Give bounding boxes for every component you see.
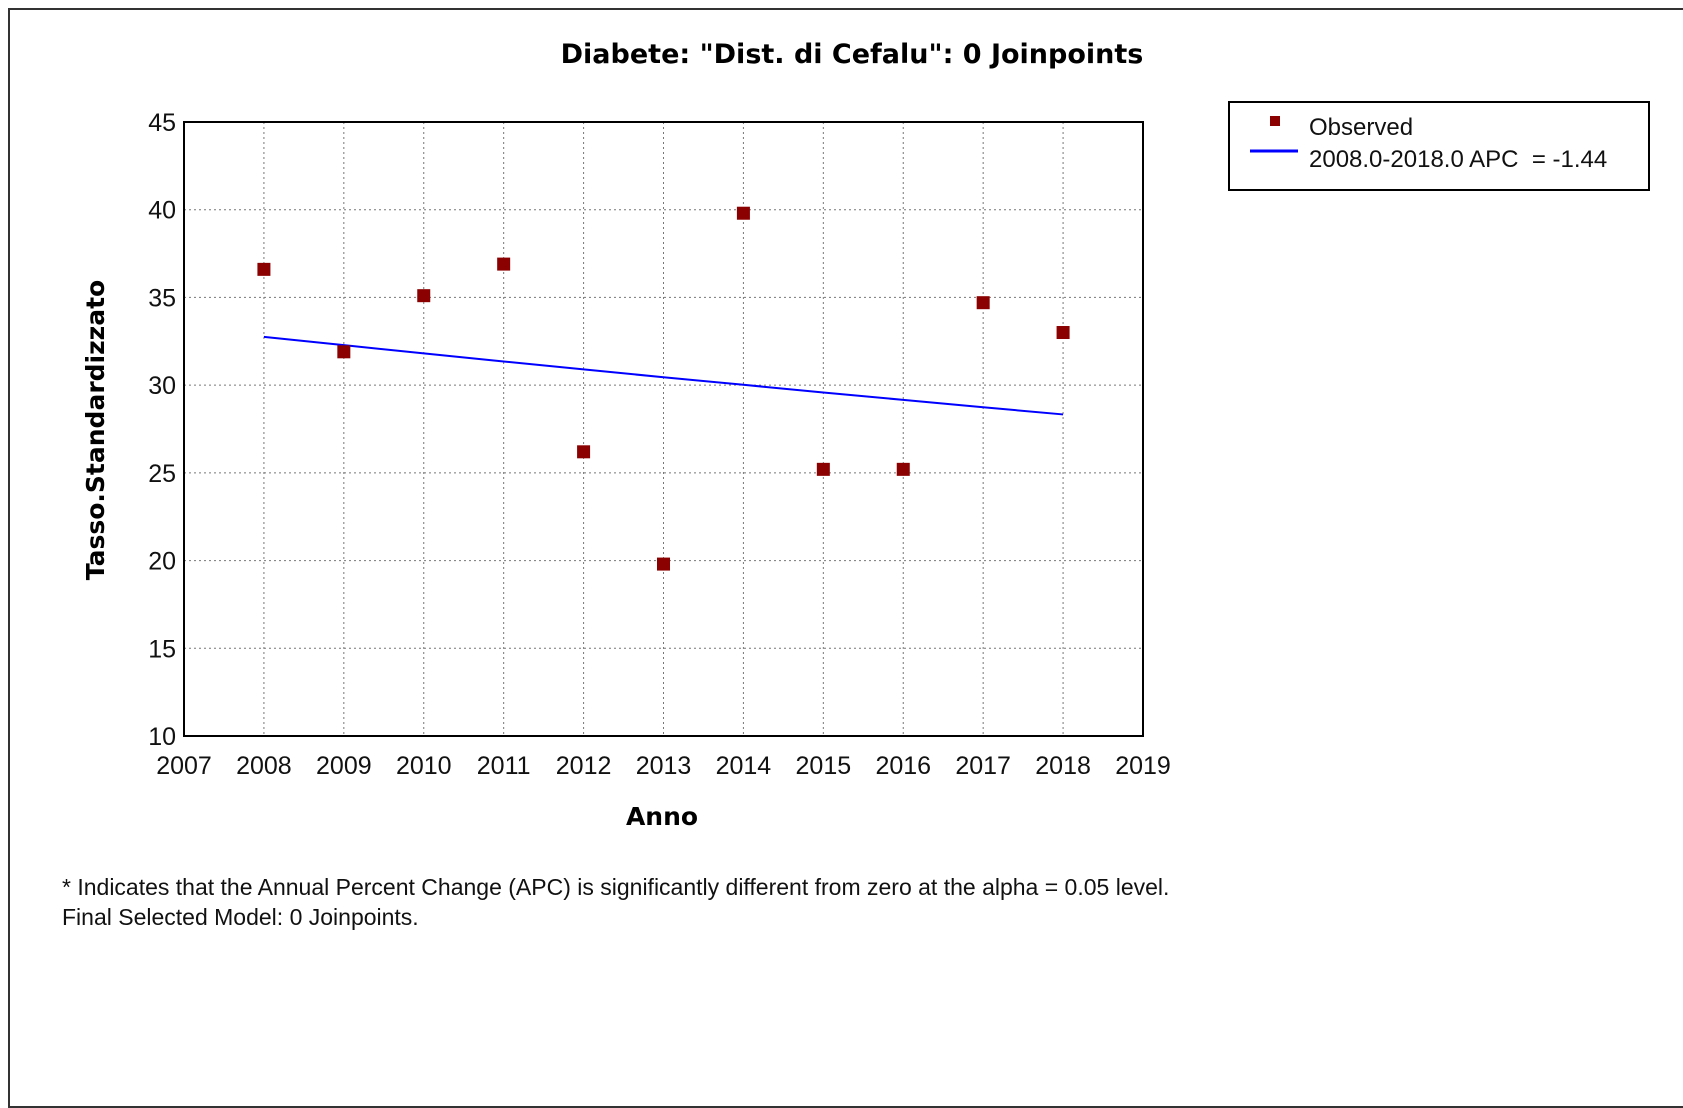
series-layer [257, 206, 1070, 571]
observed-point [976, 296, 990, 310]
y-axis-ticks: 10 15 20 25 30 35 40 45 [148, 109, 176, 751]
observed-point [896, 462, 910, 476]
x-axis-ticks: 2007 2008 2009 2010 2011 2012 2013 2014 2015 2016… [156, 752, 1171, 780]
legend-box [1228, 101, 1650, 191]
x-tick-label: 2015 [796, 752, 852, 780]
observed-point [657, 557, 670, 571]
x-tick-label: 2007 [156, 752, 212, 780]
observed-point [417, 289, 431, 303]
x-tick-label: 2009 [316, 752, 372, 780]
legend: Observed 2008.0-2018.0 APC = -1.44 [1228, 101, 1650, 191]
x-tick-label: 2011 [477, 752, 531, 780]
y-tick-label: 40 [148, 197, 176, 225]
y-tick-label: 35 [148, 284, 176, 312]
observed-point [816, 462, 830, 476]
chart-title: Diabete: "Dist. di Cefalu": 0 Joinpoints [561, 39, 1144, 70]
chart-canvas: Diabete: "Dist. di Cefalu": 0 Joinpoints… [81, 39, 1650, 831]
x-axis-title: Anno [626, 802, 698, 831]
x-tick-label: 2008 [236, 752, 292, 780]
apc-trend-line [263, 335, 1064, 416]
observed-point [1056, 326, 1070, 340]
x-tick-label: 2013 [636, 752, 692, 780]
y-tick-label: 30 [148, 372, 176, 400]
observed-point [337, 345, 351, 359]
footnote: * Indicates that the Annual Percent Chan… [62, 872, 1169, 932]
legend-line-label: 2008.0-2018.0 APC = -1.44 [1309, 146, 1607, 173]
x-tick-label: 2016 [875, 752, 931, 780]
x-tick-label: 2018 [1035, 752, 1091, 780]
plot-area-border [183, 121, 1144, 737]
x-tick-label: 2014 [716, 752, 772, 780]
y-tick-label: 45 [148, 109, 176, 137]
x-tick-label: 2017 [955, 752, 1011, 780]
grid [184, 122, 1143, 736]
legend-observed-marker [1270, 116, 1280, 126]
observed-point [736, 206, 750, 220]
y-tick-label: 10 [148, 723, 176, 751]
observed-point [497, 257, 511, 271]
observed-point [577, 445, 591, 459]
footnote-line-2: Final Selected Model: 0 Joinpoints. [62, 904, 419, 930]
x-tick-label: 2019 [1115, 752, 1171, 780]
y-axis-title: Tasso.Standardizzato [81, 280, 110, 580]
observed-point [257, 262, 271, 276]
y-tick-label: 20 [148, 548, 176, 576]
footnote-line-1: * Indicates that the Annual Percent Chan… [62, 874, 1170, 900]
x-tick-label: 2012 [556, 752, 612, 780]
legend-observed-label: Observed [1309, 114, 1413, 141]
x-tick-label: 2010 [396, 752, 452, 780]
y-tick-label: 15 [148, 635, 176, 663]
y-tick-label: 25 [148, 460, 176, 488]
